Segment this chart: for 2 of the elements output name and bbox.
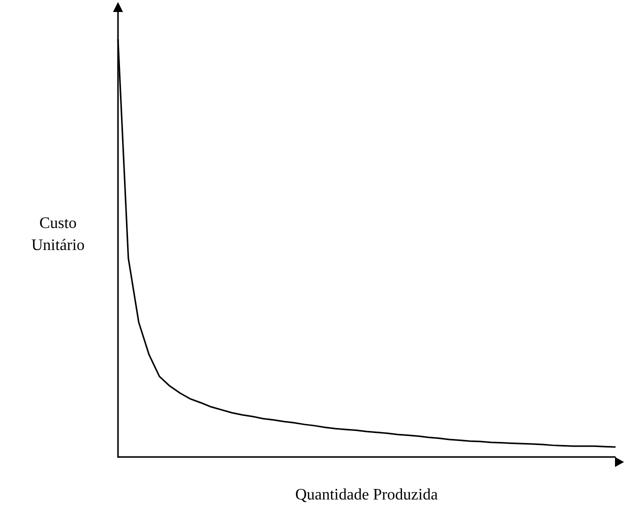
y-axis-title: Custo Unitário xyxy=(31,215,85,254)
x-axis-title: Quantidade Produzida xyxy=(295,486,438,504)
